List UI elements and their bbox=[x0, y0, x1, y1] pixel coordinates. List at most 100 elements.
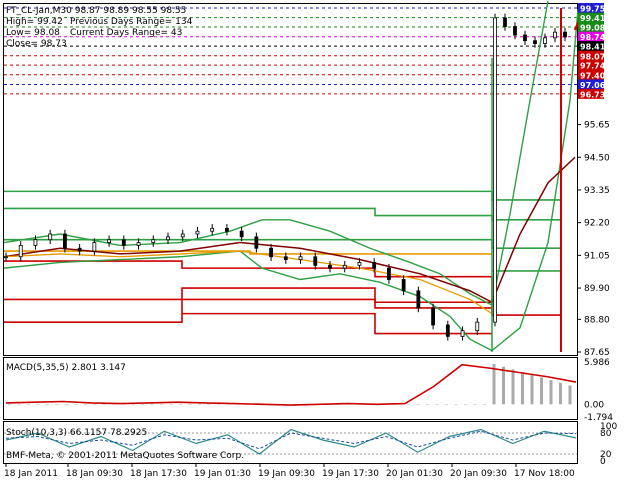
stoch-tick-label: 100 bbox=[600, 422, 617, 432]
price-tag-box bbox=[578, 69, 604, 80]
candle-body bbox=[210, 227, 215, 232]
time-tick-label: 18 Jan 17:30 bbox=[130, 469, 187, 479]
price-tag-label: 98.74 bbox=[580, 33, 606, 42]
candle-body bbox=[195, 230, 200, 235]
band-curve bbox=[3, 156, 576, 304]
channel-line bbox=[181, 287, 492, 314]
macd-tick-label: 0.00 bbox=[584, 400, 604, 410]
macd-histogram-bar bbox=[492, 364, 496, 405]
macd-histogram-bar bbox=[559, 382, 562, 405]
price-tag-label: 98.41 bbox=[580, 43, 606, 52]
stoch-signal-line bbox=[5, 430, 577, 450]
price-tag-label: 99.08 bbox=[580, 24, 606, 33]
close-line: Close= 98.73 bbox=[6, 39, 67, 49]
candle-body bbox=[298, 256, 303, 261]
candle-body bbox=[269, 247, 273, 258]
price-tag-box bbox=[578, 31, 604, 42]
macd-histogram-bar bbox=[445, 403, 448, 405]
channel-line bbox=[4, 312, 492, 335]
price-tick-label: 89.90 bbox=[584, 284, 610, 294]
band-curve bbox=[3, 250, 493, 352]
macd-histogram-bar bbox=[160, 403, 163, 405]
macd-histogram-bar bbox=[426, 403, 429, 405]
macd-title: MACD(5,35,5) 2.801 3.147 bbox=[6, 363, 126, 373]
macd-histogram-bar bbox=[93, 403, 97, 405]
panel-frames bbox=[3, 3, 578, 464]
macd-histogram-bar bbox=[84, 403, 87, 405]
low-line: Low= 98.08 bbox=[6, 28, 60, 38]
macd-histogram-bar bbox=[540, 377, 543, 405]
candle-body bbox=[166, 236, 170, 241]
candle-body bbox=[533, 40, 537, 44]
macd-histogram-bar bbox=[464, 403, 467, 405]
price-tag-label: 97.74 bbox=[580, 62, 606, 71]
candle-body bbox=[151, 239, 156, 243]
stoch-tick-label: 20 bbox=[600, 450, 612, 460]
macd-histogram-bar bbox=[435, 403, 439, 405]
candle-body bbox=[136, 242, 141, 246]
candle-body bbox=[503, 17, 507, 27]
candle-body bbox=[372, 262, 377, 269]
symbol-line: FT_CL-Jan,M30 98.87 98.89 98.55 98.55 bbox=[6, 6, 186, 16]
high-line: High= 99.42 bbox=[6, 17, 63, 27]
candle-body bbox=[313, 256, 318, 266]
macd-histogram-bar bbox=[188, 403, 192, 405]
time-tick-label: 19 Jan 17:30 bbox=[322, 469, 379, 479]
macd-histogram-bar bbox=[74, 403, 78, 405]
candle-body bbox=[460, 330, 465, 337]
price-tag-box bbox=[578, 22, 604, 33]
candle-body bbox=[513, 26, 517, 36]
candle-body bbox=[342, 264, 347, 269]
chart-header: FT_CL-Jan,M30 98.87 98.89 98.55 98.55 Hi… bbox=[6, 6, 193, 49]
macd-histogram-bar bbox=[46, 403, 49, 405]
macd-histogram-bar bbox=[17, 403, 21, 405]
time-tick-label: 19 Jan 01:30 bbox=[194, 469, 251, 479]
candle-body bbox=[563, 31, 567, 38]
time-tick-label: 18 Jan 2011 bbox=[4, 469, 58, 479]
candle-body bbox=[180, 233, 185, 238]
price-tick-label: 92.20 bbox=[584, 219, 610, 229]
macd-tick-label: 5.986 bbox=[584, 358, 610, 368]
candle-body bbox=[63, 233, 67, 249]
copyright-text: BMF-Meta, © 2001-2011 MetaQuotes Softwar… bbox=[6, 451, 244, 461]
macd-histogram-bar bbox=[36, 403, 40, 405]
stochastic-panel[interactable] bbox=[4, 428, 577, 455]
candle-body bbox=[121, 239, 126, 246]
price-tag-label: 98.07 bbox=[580, 52, 605, 61]
price-tick-label: 88.80 bbox=[584, 315, 610, 325]
price-tag-box bbox=[578, 60, 604, 71]
band-curve bbox=[491, 0, 549, 306]
time-axis: 18 Jan 2011 18 Jan 09:30 18 Jan 17:30 19 Ja… bbox=[4, 464, 575, 479]
candle-body bbox=[239, 230, 244, 238]
time-tick-label: 20 Jan 01:30 bbox=[386, 469, 443, 479]
macd-histogram-bar bbox=[217, 403, 220, 405]
price-tick-label: 87.65 bbox=[584, 348, 610, 358]
macd-histogram-bar bbox=[131, 403, 135, 405]
macd-panel[interactable] bbox=[5, 363, 577, 406]
macd-histogram-bar bbox=[568, 385, 572, 405]
macd-histogram-bar bbox=[454, 403, 458, 405]
stoch-title: Stoch(10,3,3) 66.1157 78.2925 bbox=[6, 428, 147, 438]
macd-histogram-bar bbox=[169, 403, 173, 405]
macd-histogram-bar bbox=[8, 403, 11, 405]
candle-body bbox=[77, 247, 82, 252]
time-tick-label: 18 Jan 09:30 bbox=[66, 469, 123, 479]
previous-range-line: Previous Days Range= 134 bbox=[70, 17, 193, 27]
macd-histogram-bar bbox=[207, 403, 211, 405]
price-panel[interactable] bbox=[3, 0, 602, 352]
price-level-tags: 99.7599.4199.0898.7498.4198.0797.7497.40… bbox=[578, 3, 606, 99]
price-tick-label: 94.50 bbox=[584, 153, 610, 163]
candle-body bbox=[387, 267, 391, 280]
macd-histogram-bar bbox=[511, 369, 515, 405]
price-tag-label: 99.41 bbox=[580, 14, 606, 23]
candle-body bbox=[283, 256, 288, 261]
macd-histogram-bar bbox=[416, 403, 420, 405]
macd-histogram-bar bbox=[483, 403, 486, 405]
stoch-tick-label: 80 bbox=[600, 429, 612, 439]
channel-line bbox=[4, 207, 560, 221]
price-tick-label: 95.65 bbox=[584, 121, 610, 131]
stoch-tick-label: 0 bbox=[600, 457, 606, 467]
candle-body bbox=[431, 307, 435, 326]
